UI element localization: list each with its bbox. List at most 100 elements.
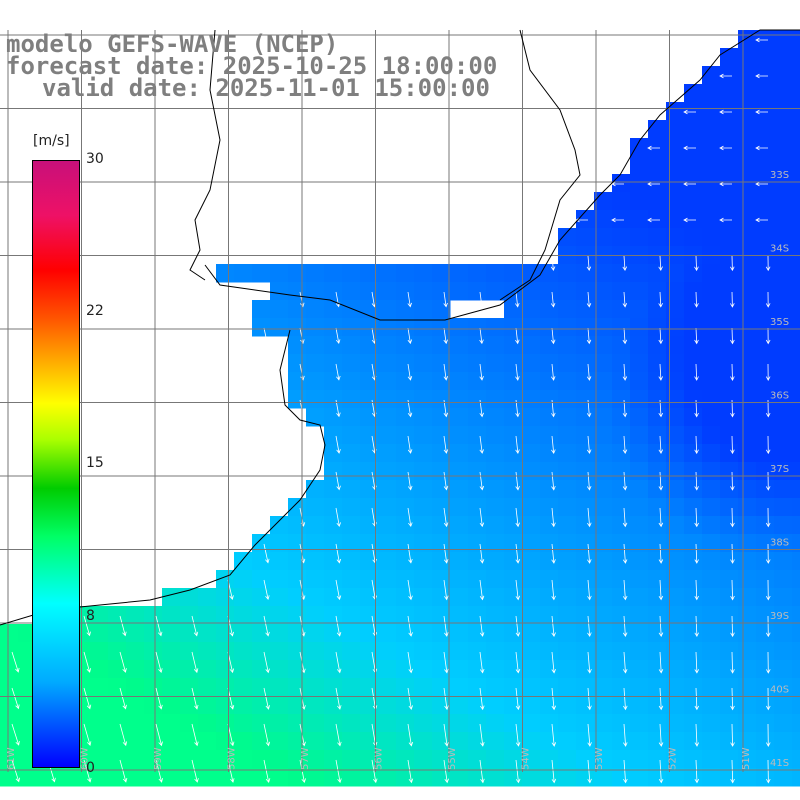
wind-cell [450, 408, 469, 427]
wind-cell [270, 732, 289, 751]
wind-cell [648, 696, 667, 715]
wind-cell [756, 192, 775, 211]
wind-cell [450, 264, 469, 283]
wind-cell [648, 318, 667, 337]
wind-cell [378, 606, 397, 625]
wind-cell [126, 768, 145, 787]
wind-cell [792, 192, 800, 211]
wind-cell [234, 552, 253, 571]
wind-arrow [335, 651, 342, 674]
wind-cell [612, 660, 631, 679]
wind-arrow [551, 471, 556, 491]
wind-arrow [479, 579, 485, 601]
wind-cell [252, 570, 271, 589]
wind-cell [450, 282, 469, 301]
wind-cell [522, 570, 541, 589]
wind-cell [792, 678, 800, 697]
wind-cell [396, 642, 415, 661]
wind-cell [288, 264, 307, 283]
wind-cell [720, 714, 739, 733]
wind-cell [756, 516, 775, 535]
wind-cell [558, 678, 577, 697]
wind-cell [432, 570, 451, 589]
wind-cell [756, 606, 775, 625]
wind-cell [684, 192, 703, 211]
wind-cell [558, 714, 577, 733]
wind-cell [792, 696, 800, 715]
wind-cell [702, 84, 721, 103]
wind-arrow [766, 687, 771, 711]
wind-cell [738, 696, 757, 715]
wind-arrow [765, 543, 771, 564]
wind-cell [540, 300, 559, 319]
wind-cell [774, 282, 793, 301]
lat-label: 39S [770, 611, 789, 622]
wind-cell [594, 210, 613, 229]
wind-cell [306, 408, 325, 427]
wind-cell [324, 552, 343, 571]
wind-cell [342, 570, 361, 589]
wind-cell [774, 750, 793, 769]
wind-cell [504, 390, 523, 409]
wind-cell [702, 732, 721, 751]
wind-cell [486, 390, 505, 409]
wind-cell [774, 516, 793, 535]
wind-cell [684, 624, 703, 643]
wind-cell [702, 318, 721, 337]
wind-arrow [658, 507, 664, 528]
wind-cell [486, 678, 505, 697]
wind-cell [792, 750, 800, 769]
wind-cell [522, 696, 541, 715]
wind-cell [378, 318, 397, 337]
wind-cell [540, 282, 559, 301]
wind-cell [324, 264, 343, 283]
wind-cell [684, 354, 703, 373]
wind-cell [792, 48, 800, 67]
wind-cell [144, 642, 163, 661]
lon-label: 51W [741, 747, 752, 770]
wind-cell [198, 750, 217, 769]
wind-cell [234, 588, 253, 607]
wind-cell [450, 552, 469, 571]
wind-cell [576, 354, 595, 373]
wind-cell [378, 714, 397, 733]
wind-cell [162, 750, 181, 769]
wind-cell [738, 480, 757, 499]
wind-cell [468, 750, 487, 769]
wind-cell [756, 408, 775, 427]
wind-cell [360, 642, 379, 661]
wind-arrow [694, 651, 700, 674]
title-valid-date: valid date: 2025-11-01 15:00:00 [42, 74, 490, 102]
wind-cell [270, 588, 289, 607]
wind-cell [756, 48, 775, 67]
wind-cell [450, 696, 469, 715]
wind-cell [720, 264, 739, 283]
wind-cell [648, 462, 667, 481]
wind-cell [720, 552, 739, 571]
wind-arrow [719, 109, 732, 115]
wind-cell [288, 642, 307, 661]
wind-cell [540, 426, 559, 445]
wind-cell [234, 732, 253, 751]
wind-cell [720, 534, 739, 553]
wind-arrow [479, 507, 485, 528]
wind-cell [432, 318, 451, 337]
wind-cell [792, 30, 800, 49]
wind-cell [522, 552, 541, 571]
wind-arrow [479, 543, 485, 564]
wind-cell [792, 498, 800, 517]
wind-arrow [263, 687, 270, 710]
wind-cell [270, 642, 289, 661]
wind-cell [774, 390, 793, 409]
wind-cell [396, 336, 415, 355]
wind-cell [198, 660, 217, 679]
wind-cell [468, 264, 487, 283]
wind-cell [216, 678, 235, 697]
wind-cell [738, 138, 757, 157]
wind-cell [198, 606, 217, 625]
wind-cell [540, 570, 559, 589]
wind-cell [558, 444, 577, 463]
wind-cell [324, 480, 343, 499]
wind-cell [342, 588, 361, 607]
wind-cell [594, 408, 613, 427]
